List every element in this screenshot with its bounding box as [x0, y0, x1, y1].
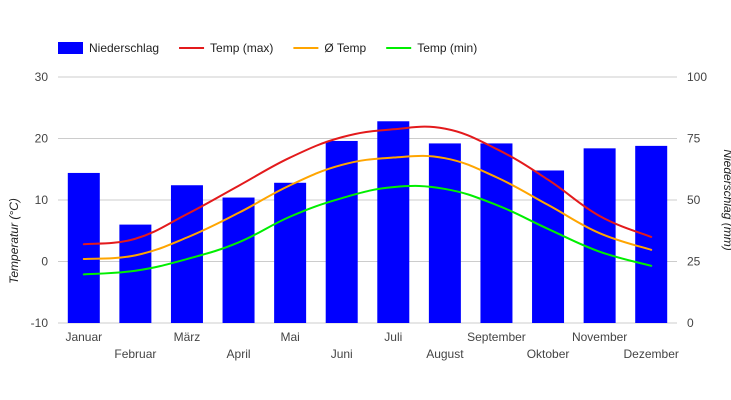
right-tick-label: 75 [687, 132, 701, 146]
left-tick-label: 0 [41, 255, 48, 269]
left-axis: -10 0 10 20 30 [31, 70, 49, 330]
right-axis: 0 25 50 75 100 [687, 70, 707, 330]
x-tick-november: November [572, 330, 627, 344]
bar-juli [377, 121, 410, 323]
bar-august [428, 143, 461, 323]
bar-oktober [532, 170, 565, 323]
temperature-lines [82, 125, 653, 276]
gridlines [58, 76, 677, 324]
left-tick-label: -10 [31, 316, 49, 330]
left-tick-label: 30 [35, 70, 49, 84]
x-tick-juni: Juni [331, 347, 353, 361]
bar-juni [325, 140, 358, 323]
line-temp-max [82, 125, 653, 246]
x-tick-maerz: März [174, 330, 201, 344]
legend-item-niederschlag[interactable]: Niederschlag [58, 41, 159, 55]
right-axis-title: Niederschlag (mm) [721, 149, 731, 250]
x-tick-juli: Juli [384, 330, 402, 344]
bar-november [583, 148, 616, 323]
x-tick-februar: Februar [114, 347, 156, 361]
bar-dezember [635, 145, 668, 323]
legend-label: Niederschlag [89, 41, 159, 55]
right-tick-label: 0 [687, 316, 694, 330]
legend-label: Temp (max) [210, 41, 273, 55]
x-tick-august: August [426, 347, 464, 361]
bar-januar [67, 172, 100, 323]
right-tick-label: 25 [687, 255, 701, 269]
bar-mai [274, 182, 307, 323]
legend-item-avg-temp[interactable]: Ø Temp [293, 41, 367, 55]
line-avg-temp [82, 154, 653, 261]
bar-september [480, 143, 513, 323]
x-tick-dezember: Dezember [624, 347, 679, 361]
x-tick-april: April [227, 347, 251, 361]
line-temp-min [82, 184, 653, 276]
left-axis-title: Temperatur (°C) [7, 198, 21, 284]
left-tick-label: 10 [35, 193, 49, 207]
legend-label: Ø Temp [324, 41, 366, 55]
bar-april [222, 197, 255, 323]
bar-maerz [170, 185, 203, 323]
legend-item-temp-min[interactable]: Temp (min) [386, 41, 477, 55]
legend-swatch [58, 42, 83, 54]
legend-label: Temp (min) [417, 41, 477, 55]
x-tick-september: September [467, 330, 526, 344]
x-tick-mai: Mai [280, 330, 299, 344]
left-tick-label: 20 [35, 132, 49, 146]
x-axis: Januar Februar März April Mai Juni Juli AugustS… [65, 330, 678, 361]
x-tick-oktober: Oktober [527, 347, 570, 361]
x-tick-januar: Januar [65, 330, 102, 344]
legend: Niederschlag Temp (max) Ø Temp Temp (min) [58, 41, 477, 55]
right-tick-label: 100 [687, 70, 707, 84]
legend-item-temp-max[interactable]: Temp (max) [179, 41, 273, 55]
right-tick-label: 50 [687, 193, 701, 207]
